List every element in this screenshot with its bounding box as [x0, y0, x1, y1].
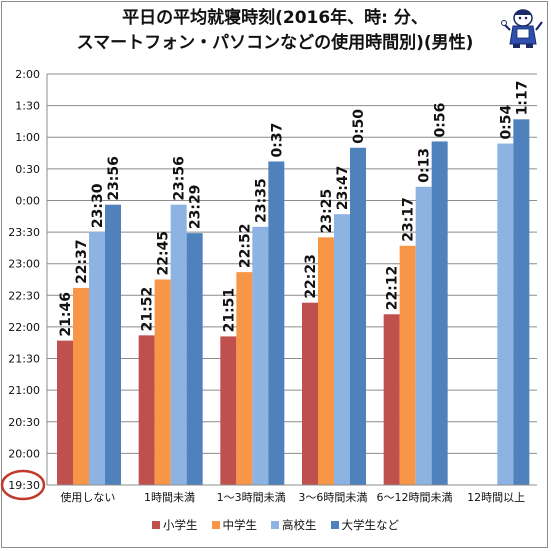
x-tick-label: 3～6時間未満 — [298, 491, 367, 504]
y-tick-label: 20:00 — [8, 447, 40, 460]
bar — [186, 233, 203, 485]
legend-label: 高校生 — [282, 518, 317, 532]
bar — [399, 245, 416, 485]
x-tick-label: 1時間未満 — [144, 491, 195, 504]
data-label: 22:52 — [237, 224, 253, 269]
bars — [57, 119, 530, 486]
legend-swatch — [152, 521, 160, 529]
data-label: 23:35 — [253, 178, 269, 223]
y-tick-label: 21:30 — [8, 353, 40, 366]
bar — [105, 204, 121, 485]
legend: 小学生 中学生 高校生 大学生など — [0, 517, 551, 533]
data-label: 22:23 — [303, 254, 319, 299]
legend-swatch — [330, 521, 339, 529]
bar — [302, 302, 318, 485]
y-tick-label: 22:30 — [8, 289, 40, 302]
data-label: 0:56 — [433, 103, 449, 138]
data-label: 23:47 — [335, 166, 351, 211]
data-label: 1:17 — [514, 80, 530, 115]
data-label: 23:56 — [172, 156, 188, 201]
bar — [252, 226, 269, 486]
legend-item: 高校生 — [271, 517, 317, 533]
y-tick-label: 22:00 — [8, 321, 40, 334]
bar — [236, 272, 253, 485]
chart-title-line-2: スマートフォン・パソコンなどの使用時間別)(男性) — [76, 33, 474, 53]
bar — [383, 314, 400, 485]
y-tick-label: 23:30 — [8, 226, 40, 239]
legend-item: 中学生 — [211, 517, 258, 533]
legend-label: 小学生 — [163, 518, 198, 532]
data-label: 0:54 — [498, 104, 514, 139]
y-tick-label: 0:30 — [15, 163, 40, 176]
legend-label: 大学生など — [341, 518, 400, 532]
bar — [268, 161, 285, 485]
data-label: 0:50 — [351, 109, 367, 144]
chart-title-line-1: 平日の平均就寝時刻(2016年、時: 分、 — [122, 8, 428, 28]
axes — [46, 74, 537, 486]
mascot-logo — [501, 9, 543, 48]
legend-item: 大学生など — [330, 517, 400, 533]
bar — [334, 214, 350, 485]
chart-title: 平日の平均就寝時刻(2016年、時: 分、 スマートフォン・パソコンなどの使用時… — [40, 6, 510, 56]
data-label: 23:17 — [401, 197, 417, 242]
x-tick-label: 12時間以上 — [467, 491, 525, 504]
x-tick-label: 使用しない — [60, 491, 115, 504]
bar — [170, 204, 187, 485]
x-axis-ticks: 使用しない 1時間未満 1～3時間未満 3～6時間未満 6～12時間未満 12時間以上 — [60, 491, 525, 504]
legend-swatch — [211, 521, 220, 529]
bar — [318, 237, 334, 485]
data-label: 0:37 — [269, 123, 285, 158]
bar — [57, 340, 73, 485]
y-tick-label: 2:00 — [15, 68, 40, 81]
data-label: 23:25 — [319, 189, 335, 234]
y-tick-label: 1:00 — [15, 131, 40, 144]
bar — [415, 186, 432, 485]
data-label: 22:45 — [156, 231, 172, 276]
bar — [154, 279, 171, 485]
y-tick-label: 1:30 — [15, 100, 40, 113]
bar — [89, 232, 105, 485]
legend-item: 小学生 — [152, 517, 198, 533]
data-label: 21:51 — [221, 288, 237, 333]
data-label: 23:56 — [106, 156, 122, 201]
legend-swatch — [271, 521, 279, 529]
data-label: 0:13 — [417, 148, 433, 183]
y-tick-label: 23:00 — [8, 258, 40, 271]
x-tick-label: 6～12時間未満 — [377, 491, 453, 504]
data-labels: 21:46 21:52 21:51 22:23 22:12 22:37 22:45 22:52… — [58, 80, 530, 336]
x-tick-label: 1～3時間未満 — [217, 491, 286, 504]
bar — [513, 119, 530, 486]
bar — [497, 143, 514, 486]
y-tick-label: 0:00 — [15, 194, 40, 207]
bar — [73, 287, 89, 485]
legend-label: 中学生 — [222, 518, 258, 532]
data-label: 22:12 — [385, 266, 401, 311]
data-label: 21:52 — [140, 287, 156, 332]
data-label: 21:46 — [58, 292, 74, 337]
data-label: 23:29 — [188, 185, 204, 230]
y-tick-label: 19:30 — [8, 479, 40, 492]
bar — [138, 335, 155, 485]
data-label: 22:37 — [74, 239, 90, 284]
bar — [431, 141, 448, 485]
y-tick-label: 21:00 — [8, 384, 40, 397]
y-tick-label: 20:30 — [8, 416, 40, 429]
bar — [350, 147, 366, 485]
data-label: 23:30 — [90, 183, 106, 228]
y-axis-ticks: 19:30 20:00 20:30 21:00 21:30 22:00 22:30 23:00… — [8, 68, 40, 492]
origin-highlight-ring — [0, 469, 46, 501]
bar — [220, 336, 237, 485]
